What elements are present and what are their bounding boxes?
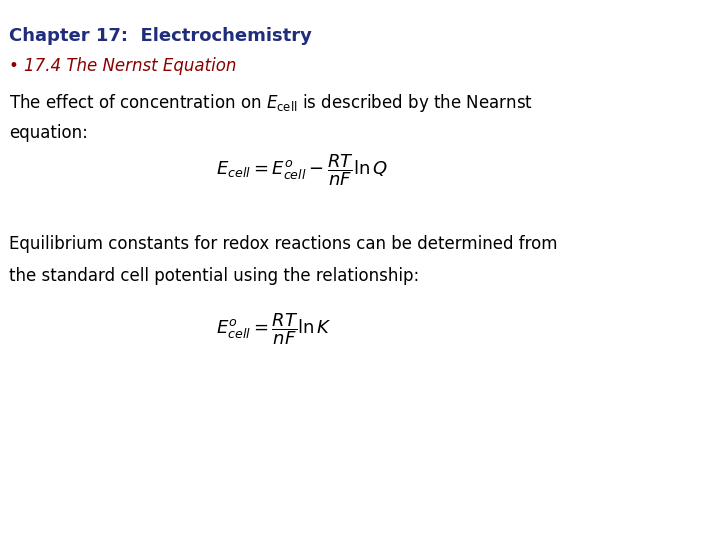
Text: 17.4 The Nernst Equation: 17.4 The Nernst Equation <box>24 57 237 75</box>
Text: the standard cell potential using the relationship:: the standard cell potential using the re… <box>9 267 419 285</box>
Text: equation:: equation: <box>9 124 88 142</box>
Text: Equilibrium constants for redox reactions can be determined from: Equilibrium constants for redox reaction… <box>9 235 557 253</box>
Text: $E_{cell} = E^{o}_{cell} - \dfrac{RT}{nF} \ln Q$: $E_{cell} = E^{o}_{cell} - \dfrac{RT}{nF… <box>216 152 388 188</box>
Text: •: • <box>9 57 19 75</box>
Text: $E^{o}_{cell} = \dfrac{RT}{nF} \ln K$: $E^{o}_{cell} = \dfrac{RT}{nF} \ln K$ <box>216 312 332 347</box>
Text: The effect of concentration on $E_{\mathrm{cell}}$ is described by the Nearnst: The effect of concentration on $E_{\math… <box>9 92 533 114</box>
Text: Chapter 17:  Electrochemistry: Chapter 17: Electrochemistry <box>9 27 312 45</box>
